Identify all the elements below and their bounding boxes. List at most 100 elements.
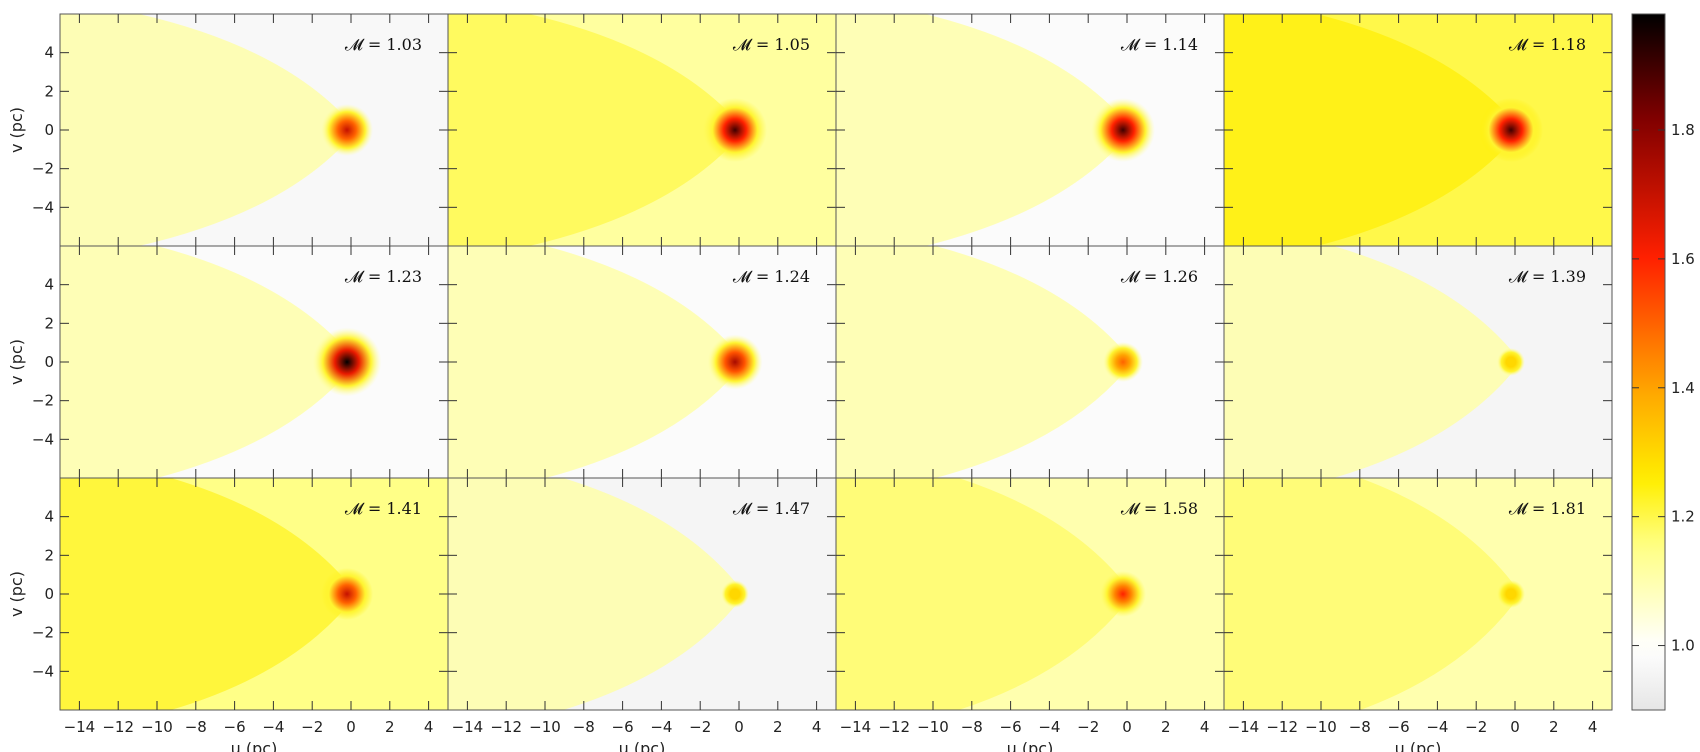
x-tick-label: −10 bbox=[529, 718, 561, 736]
panel-4: 𝓜 = 1.18 bbox=[1223, 13, 1613, 247]
y-tick-label: 0 bbox=[44, 585, 54, 603]
y-tick-label: 4 bbox=[44, 508, 54, 526]
panel-10: −14 −12 −10 −8 −6 −4 −2 0 2 4 u (pc) 𝓜 = 1.47 bbox=[447, 477, 837, 752]
x-tick-label: −8 bbox=[185, 718, 207, 736]
density-field bbox=[60, 246, 448, 478]
x-tick-label: −10 bbox=[1305, 718, 1337, 736]
mach-label: 𝓜 = 1.26 bbox=[1121, 267, 1198, 286]
wake-region bbox=[60, 478, 357, 710]
y-tick-label: −2 bbox=[32, 624, 54, 642]
x-tick-label: −14 bbox=[1228, 718, 1260, 736]
y-axis-label: v (pc) bbox=[7, 571, 26, 617]
density-field bbox=[60, 478, 448, 710]
x-axis-label: u (pc) bbox=[619, 739, 666, 752]
density-field bbox=[1224, 14, 1612, 246]
x-tick-label: −2 bbox=[1465, 718, 1487, 736]
x-tick-label: 0 bbox=[1122, 718, 1132, 736]
panel-11: −14 −12 −10 −8 −6 −4 −2 0 2 4 u (pc) 𝓜 = 1.58 bbox=[835, 477, 1225, 752]
wake-region bbox=[448, 478, 745, 710]
wake-region bbox=[448, 14, 745, 246]
panel-3: 𝓜 = 1.14 bbox=[835, 13, 1225, 247]
x-tick-label: −14 bbox=[452, 718, 484, 736]
x-tick-label: −12 bbox=[102, 718, 134, 736]
colorbar-tick-label: 1.8 bbox=[1671, 121, 1695, 139]
mach-label: 𝓜 = 1.03 bbox=[345, 35, 422, 54]
y-axis-label: v (pc) bbox=[7, 339, 26, 385]
x-tick-label: −6 bbox=[1388, 718, 1410, 736]
wake-region bbox=[448, 246, 745, 478]
x-axis-label: u (pc) bbox=[231, 739, 278, 752]
x-tick-label: −6 bbox=[612, 718, 634, 736]
x-tick-label: −14 bbox=[840, 718, 872, 736]
mach-label: 𝓜 = 1.14 bbox=[1121, 35, 1198, 54]
x-tick-label: −8 bbox=[961, 718, 983, 736]
mach-label: 𝓜 = 1.18 bbox=[1509, 35, 1586, 54]
density-peak bbox=[321, 568, 373, 620]
density-field bbox=[836, 478, 1224, 710]
x-axis-label: u (pc) bbox=[1395, 739, 1442, 752]
density-peak bbox=[721, 580, 749, 608]
x-tick-label: −6 bbox=[224, 718, 246, 736]
colorbar-scale bbox=[1631, 13, 1666, 711]
y-tick-label: −4 bbox=[32, 198, 54, 216]
panel-9: 4 2 0 −2 −4 v (pc) −14 −12 −10 −8 −6 −4 −2 0 2 4 u (pc) 𝓜… bbox=[7, 477, 449, 752]
panel-12: −14 −12 −10 −8 −6 −4 −2 0 2 4 u (pc) 𝓜 = 1.81 bbox=[1223, 477, 1613, 752]
x-tick-label: −8 bbox=[1349, 718, 1371, 736]
colorbar-tick-label: 1.0 bbox=[1671, 637, 1695, 655]
wake-region bbox=[1224, 14, 1521, 246]
mach-label: 𝓜 = 1.05 bbox=[733, 35, 810, 54]
density-peak bbox=[1497, 580, 1525, 608]
y-tick-label: 2 bbox=[44, 314, 54, 332]
x-tick-label: 2 bbox=[1549, 718, 1559, 736]
y-tick-label: 2 bbox=[44, 82, 54, 100]
x-tick-label: 4 bbox=[1588, 718, 1598, 736]
wake-region bbox=[836, 246, 1133, 478]
x-tick-label: −4 bbox=[650, 718, 672, 736]
x-tick-label: 0 bbox=[1510, 718, 1520, 736]
x-tick-label: −10 bbox=[917, 718, 949, 736]
wake-region bbox=[836, 14, 1133, 246]
colorbar-tick-label: 1.4 bbox=[1671, 379, 1695, 397]
y-tick-label: 4 bbox=[44, 276, 54, 294]
x-tick-label: −2 bbox=[301, 718, 323, 736]
density-field bbox=[448, 478, 836, 710]
density-peak bbox=[707, 334, 763, 390]
colorbar: 1.0 1.2 1.4 1.6 1.8 bbox=[1631, 13, 1695, 711]
density-field bbox=[1224, 246, 1612, 478]
wake-region bbox=[60, 246, 357, 478]
density-peak bbox=[321, 104, 373, 156]
panel-6: 𝓜 = 1.24 bbox=[447, 245, 837, 479]
density-peak bbox=[1100, 571, 1146, 617]
density-field bbox=[60, 14, 448, 246]
density-field bbox=[448, 246, 836, 478]
mach-label: 𝓜 = 1.39 bbox=[1509, 267, 1586, 286]
y-tick-label: −4 bbox=[32, 430, 54, 448]
x-tick-label: 2 bbox=[385, 718, 395, 736]
density-peak bbox=[312, 327, 382, 397]
x-tick-label: 4 bbox=[1200, 718, 1210, 736]
wake-region bbox=[60, 14, 357, 246]
density-peak bbox=[1497, 348, 1525, 376]
x-tick-label: −4 bbox=[262, 718, 284, 736]
wake-region bbox=[1224, 478, 1521, 710]
mach-label: 𝓜 = 1.47 bbox=[733, 499, 810, 518]
y-tick-label: −2 bbox=[32, 160, 54, 178]
x-tick-label: 4 bbox=[424, 718, 434, 736]
panel-grid: 4 2 0 −2 −4 v (pc) 𝓜 = 1.03 𝓜 = 1.05 𝓜 = 1.14 𝓜 =… bbox=[7, 13, 1613, 752]
y-tick-label: −4 bbox=[32, 662, 54, 680]
x-tick-label: −8 bbox=[573, 718, 595, 736]
density-peak bbox=[1091, 98, 1155, 162]
wake-region bbox=[836, 478, 1133, 710]
x-tick-label: −14 bbox=[64, 718, 96, 736]
y-tick-label: 2 bbox=[44, 546, 54, 564]
mach-label: 𝓜 = 1.58 bbox=[1121, 499, 1198, 518]
x-tick-label: −12 bbox=[1266, 718, 1298, 736]
density-field bbox=[448, 14, 836, 246]
y-axis-label: v (pc) bbox=[7, 107, 26, 153]
panel-2: 𝓜 = 1.05 bbox=[447, 13, 837, 247]
density-peak bbox=[1103, 342, 1143, 382]
density-peak bbox=[703, 98, 767, 162]
x-tick-label: 2 bbox=[773, 718, 783, 736]
mach-label: 𝓜 = 1.81 bbox=[1509, 499, 1586, 518]
panel-1: 4 2 0 −2 −4 v (pc) 𝓜 = 1.03 bbox=[7, 13, 449, 247]
